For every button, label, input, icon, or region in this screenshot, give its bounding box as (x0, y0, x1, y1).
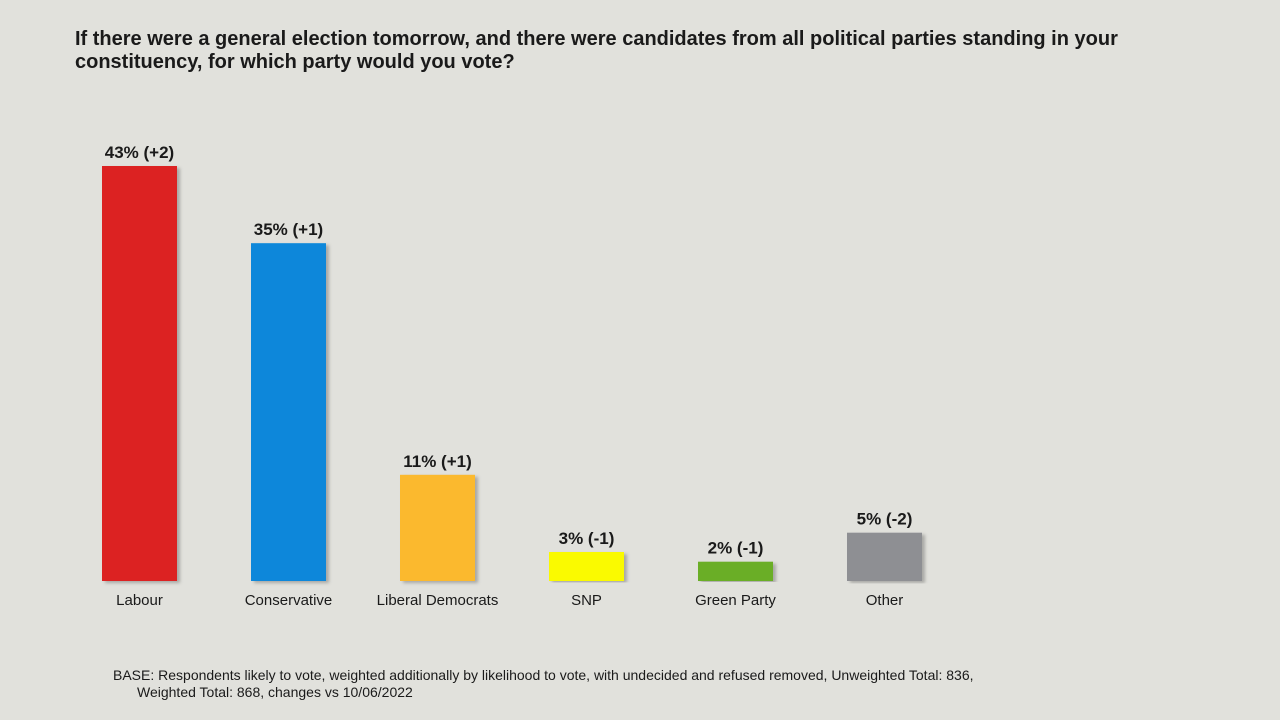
data-label-snp: 3% (-1) (559, 529, 615, 548)
category-label-liberal-democrats: Liberal Democrats (377, 592, 499, 609)
category-label-snp: SNP (571, 592, 602, 609)
bar-snp (549, 552, 624, 581)
category-label-labour: Labour (116, 592, 163, 609)
data-label-conservative: 35% (+1) (254, 220, 323, 239)
bar-conservative (251, 243, 326, 581)
chart-title: If there were a general election tomorro… (75, 28, 1118, 73)
data-label-liberal-democrats: 11% (+1) (403, 452, 472, 471)
footnote-line-2: Weighted Total: 868, changes vs 10/06/20… (137, 684, 413, 700)
category-label-other: Other (866, 592, 904, 609)
category-label-conservative: Conservative (245, 592, 333, 609)
bar-green-party (698, 561, 773, 581)
data-label-other: 5% (-2) (857, 510, 913, 529)
bar-liberal-democrats (400, 474, 475, 581)
bars-layer: 43% (+2) Labour 35% (+1) Conservative 11% (+… (102, 143, 922, 609)
category-label-green-party: Green Party (695, 592, 776, 609)
bar-other (847, 532, 922, 581)
footnote-line-1: BASE: Respondents likely to vote, weight… (113, 667, 974, 683)
bar-labour (102, 166, 177, 581)
base-footnote: BASE: Respondents likely to vote, weight… (113, 667, 1113, 701)
data-label-labour: 43% (+2) (105, 143, 174, 162)
data-label-green-party: 2% (-1) (708, 539, 764, 558)
